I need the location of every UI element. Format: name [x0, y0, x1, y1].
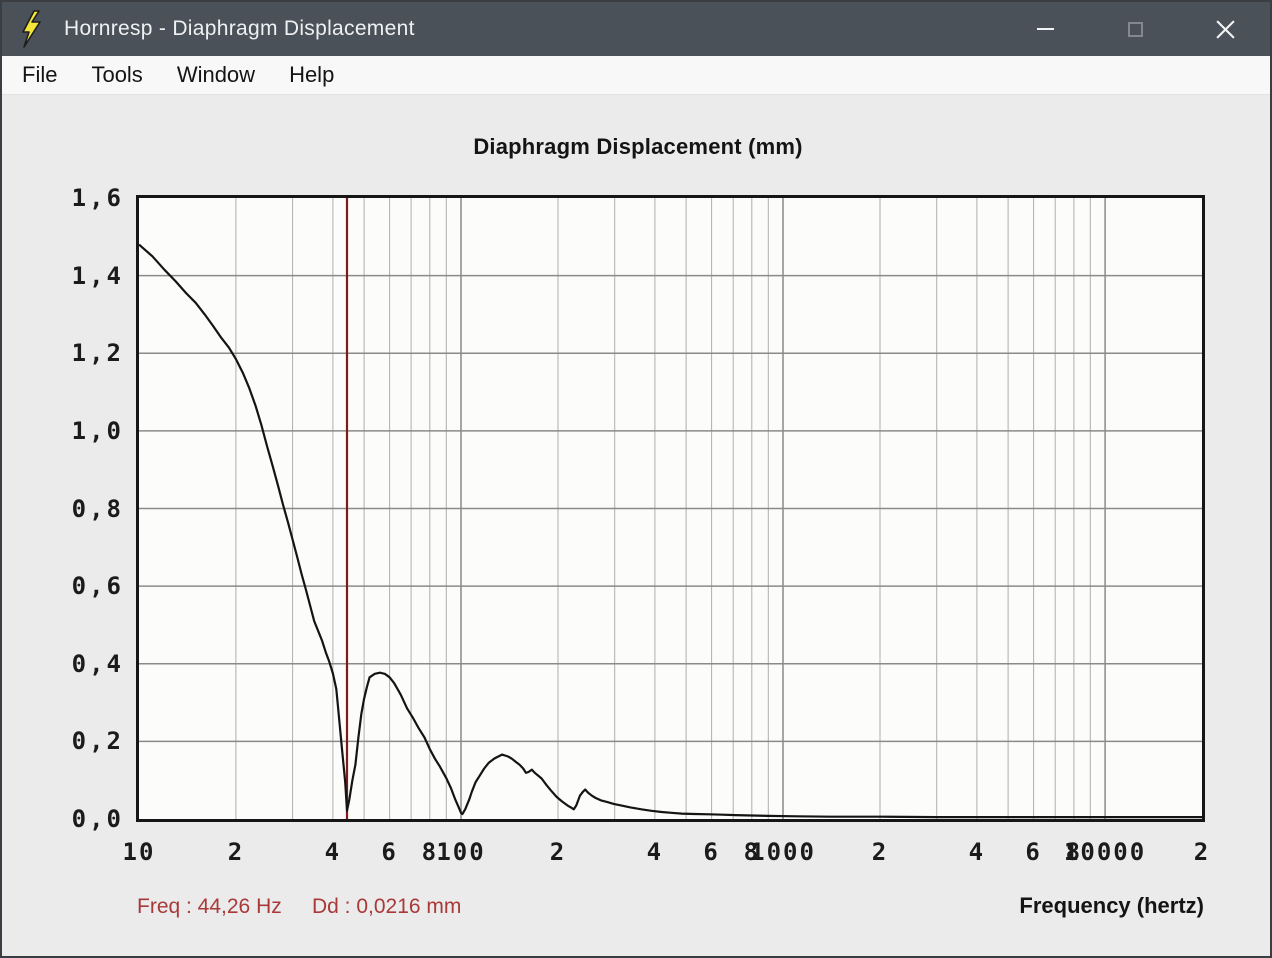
- menu-item-window[interactable]: Window: [176, 62, 256, 87]
- window-controls: [1000, 2, 1270, 56]
- menu-item-file[interactable]: File: [22, 62, 58, 87]
- x-tick-label: 2: [1193, 838, 1211, 866]
- close-icon: [1215, 19, 1235, 39]
- x-tick-label: 10: [122, 838, 156, 866]
- x-tick-label: 8: [421, 838, 439, 866]
- x-tick-label: 2: [227, 838, 245, 866]
- close-button[interactable]: [1180, 2, 1270, 56]
- y-tick-label: 1,0: [71, 416, 124, 445]
- x-tick-label: 1000: [750, 838, 816, 866]
- grid-horizontal-lines: [139, 274, 1202, 743]
- x-tick-label: 2: [871, 838, 889, 866]
- minimize-button[interactable]: [1000, 2, 1090, 56]
- menu-item-tools[interactable]: Tools: [91, 62, 143, 87]
- maximize-icon: [1127, 21, 1143, 37]
- x-axis-title: Frequency (hertz): [1019, 893, 1204, 918]
- x-tick-label: 6: [703, 838, 720, 866]
- maximize-button[interactable]: [1090, 2, 1180, 56]
- plot-area[interactable]: [136, 195, 1205, 822]
- y-tick-label: 0,2: [71, 727, 124, 756]
- menu-item-help[interactable]: Help: [289, 62, 335, 87]
- title-bar: Hornresp - Diaphragm Displacement: [2, 2, 1270, 56]
- x-tick-label: 8: [743, 838, 761, 866]
- y-tick-label: 0,6: [71, 572, 124, 601]
- minimize-icon: [1036, 28, 1054, 30]
- y-tick-label: 0,4: [71, 649, 124, 678]
- y-tick-label: 1,4: [71, 261, 124, 290]
- menu-bar: File Tools Window Help: [2, 56, 1270, 95]
- y-tick-label: 0,0: [71, 805, 124, 833]
- x-tick-label: 4: [646, 838, 664, 866]
- x-tick-label: 4: [324, 838, 342, 866]
- displacement-curve: [139, 243, 1202, 819]
- y-tick-label: 1,2: [71, 339, 124, 368]
- status-dd-readout: Dd : 0,0216 mm: [312, 895, 462, 918]
- y-tick-label: 1,6: [71, 184, 124, 212]
- x-tick-label: 6: [381, 838, 398, 866]
- x-tick-label: 4: [968, 838, 986, 866]
- chart-title: Diaphragm Displacement (mm): [473, 134, 803, 159]
- lightning-bolt-icon: [22, 10, 41, 48]
- x-tick-label: 2: [549, 838, 567, 866]
- x-tick-label: 6: [1025, 838, 1042, 866]
- x-tick-label: 8: [1065, 838, 1083, 866]
- x-tick-label: 10000: [1063, 838, 1147, 866]
- y-tick-label: 0,8: [71, 494, 124, 523]
- x-tick-label: 100: [436, 838, 486, 866]
- window-title: Hornresp - Diaphragm Displacement: [64, 17, 415, 40]
- chart-canvas: [139, 198, 1202, 819]
- status-freq-readout: Freq : 44,26 Hz: [137, 895, 282, 918]
